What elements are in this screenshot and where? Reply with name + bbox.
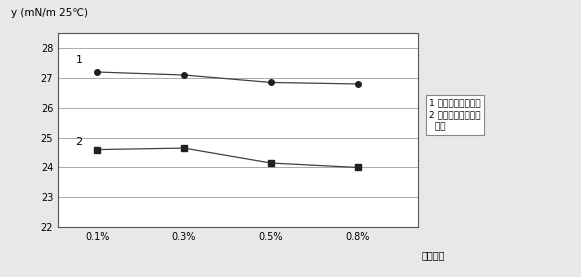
Text: y (mN/m 25℃): y (mN/m 25℃)	[11, 8, 88, 18]
Text: 2: 2	[76, 137, 83, 147]
Text: 1: 1	[76, 55, 83, 65]
Text: 1 纯丙烯酸酯流平剑
2 含氟类丙烯酸酯流
  平剑: 1 纯丙烯酸酯流平剑 2 含氟类丙烯酸酯流 平剑	[429, 98, 480, 131]
Text: 添加比例: 添加比例	[422, 250, 446, 260]
